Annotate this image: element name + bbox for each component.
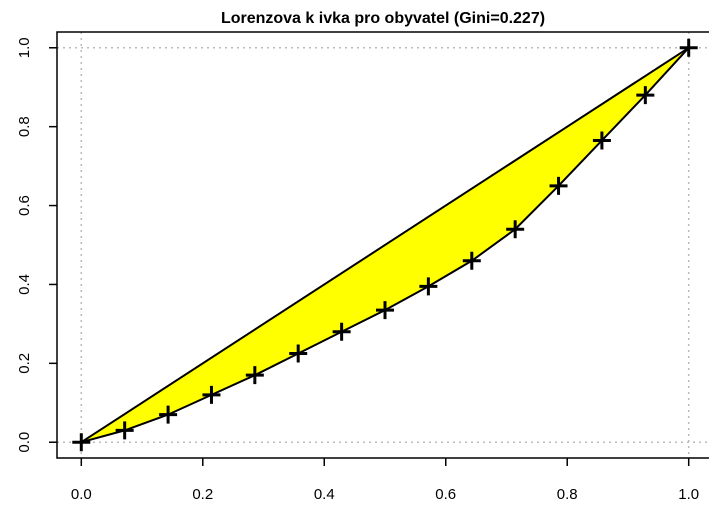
plot-frame bbox=[56, 31, 709, 459]
point-marker bbox=[115, 421, 134, 440]
chart-title: Lorenzova k ivka pro obyvatel (Gini=0.22… bbox=[221, 10, 545, 27]
point-marker bbox=[592, 131, 611, 150]
x-tick-label: 0.4 bbox=[314, 486, 335, 503]
point-marker bbox=[332, 322, 351, 341]
point-marker bbox=[289, 344, 308, 363]
x-tick-label: 1.0 bbox=[678, 486, 699, 503]
y-tick-label: 0.8 bbox=[16, 116, 33, 137]
x-tick-label: 0.8 bbox=[557, 486, 578, 503]
point-marker bbox=[202, 385, 221, 404]
y-tick-label: 1.0 bbox=[16, 37, 33, 58]
x-tick-label: 0.6 bbox=[435, 486, 456, 503]
point-marker bbox=[506, 220, 525, 239]
point-marker bbox=[636, 86, 655, 105]
point-marker bbox=[376, 301, 394, 320]
point-marker bbox=[462, 251, 481, 270]
y-tick-label: 0.2 bbox=[16, 353, 33, 374]
equality-line bbox=[80, 46, 690, 444]
x-tick-label: 0.0 bbox=[71, 486, 92, 503]
point-marker bbox=[419, 277, 438, 296]
point-marker bbox=[72, 433, 91, 452]
x-tick-label: 0.2 bbox=[192, 486, 213, 503]
y-tick-label: 0.6 bbox=[16, 195, 33, 216]
y-tick-label: 0.4 bbox=[16, 274, 33, 295]
point-marker bbox=[679, 38, 698, 57]
y-tick-label: 0.0 bbox=[16, 432, 33, 453]
point-marker bbox=[159, 405, 178, 424]
point-marker bbox=[245, 366, 264, 385]
point-marker bbox=[549, 176, 568, 195]
